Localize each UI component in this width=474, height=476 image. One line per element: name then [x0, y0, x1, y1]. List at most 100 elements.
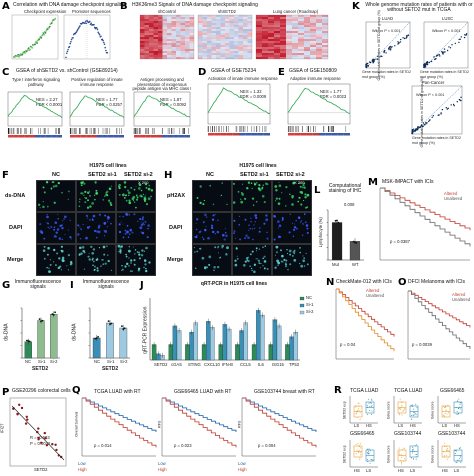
cell	[291, 203, 294, 206]
data-point	[369, 405, 371, 407]
data-point	[383, 51, 385, 53]
heatmap-cell	[262, 33, 268, 35]
heatmap-cell	[274, 27, 280, 29]
heatmap-cell	[171, 23, 176, 25]
heatmap-cell	[158, 23, 163, 25]
cell	[260, 263, 262, 265]
data-point	[398, 413, 400, 415]
cell	[62, 220, 64, 222]
cell	[138, 187, 141, 190]
heatmap-cell	[262, 23, 268, 25]
cell	[83, 182, 86, 185]
heatmap-cell	[310, 37, 316, 39]
heatmap-cell	[225, 33, 230, 35]
row-label: DAPI	[9, 225, 23, 231]
enrichment-line	[207, 87, 271, 115]
heatmap-cell	[280, 17, 286, 19]
bar	[226, 328, 232, 361]
heatmap-cell	[216, 43, 221, 45]
heatmap-cell	[256, 39, 262, 41]
cell	[91, 259, 94, 261]
data-point	[367, 461, 369, 463]
heatmap-cell	[149, 51, 154, 53]
heatmap-cell	[316, 23, 322, 25]
heatmap-cell	[274, 51, 280, 53]
gene-label: IL6	[258, 362, 264, 367]
heatmap-cell	[176, 21, 181, 23]
cell	[131, 270, 133, 272]
category-label: LS	[442, 423, 448, 428]
stat-text: Wilcox P < 0.001	[372, 29, 401, 33]
enrichment-line	[7, 95, 63, 118]
heatmap-cell	[144, 25, 149, 27]
heatmap-cell	[310, 55, 316, 57]
cell	[134, 249, 137, 251]
heatmap-cell	[286, 55, 292, 57]
cell	[128, 201, 132, 205]
replicate-point	[26, 339, 28, 342]
data-point	[13, 56, 16, 59]
heatmap-cell	[274, 57, 280, 59]
heatmap-cell	[286, 29, 292, 31]
heatmap-cell	[238, 27, 243, 29]
data-point	[390, 49, 392, 51]
heatmap-cell	[189, 55, 194, 57]
cell	[146, 236, 149, 239]
data-point	[390, 48, 392, 50]
heatmap-cell	[280, 57, 286, 59]
heatmap-cell	[304, 49, 310, 51]
replicate-point	[355, 242, 358, 244]
cell	[305, 206, 307, 209]
panel-title: Computational staining of IHC	[328, 183, 362, 195]
data-point	[405, 36, 408, 38]
heatmap-cell	[185, 37, 190, 39]
cell	[122, 193, 125, 197]
p-value: p = 0.023	[174, 443, 192, 448]
cell	[208, 263, 211, 266]
data-point	[453, 105, 455, 107]
heatmap-cell	[316, 15, 322, 17]
data-point	[399, 450, 401, 452]
data-point	[400, 38, 402, 41]
data-point	[358, 450, 360, 452]
cell	[58, 237, 62, 240]
heatmap-cell	[140, 33, 145, 35]
data-point	[454, 42, 456, 45]
cell	[86, 226, 90, 229]
heatmap-cell	[180, 17, 185, 19]
panel-title: Immunofluorescence signals	[14, 279, 62, 291]
heatmap-cell	[262, 45, 268, 47]
heatmap-cell	[171, 25, 176, 27]
data-point	[438, 53, 440, 56]
cell	[214, 233, 217, 235]
data-point	[38, 38, 41, 41]
sub-label: Promoter sequences	[72, 9, 111, 14]
heatmap-cell	[292, 51, 298, 53]
x-axis-label: Gene mutation rates in SETD2 mut group (…	[420, 70, 469, 79]
rank-bar	[226, 133, 233, 136]
heatmap-cell	[176, 33, 181, 35]
heatmap-cell	[167, 17, 172, 19]
panel-h: H H1975 cell lines NC SETD2 si-1 SETD2 s…	[160, 163, 312, 276]
cell	[104, 230, 108, 233]
category-label: LS	[398, 423, 404, 428]
cell	[199, 247, 201, 250]
heatmap-cell	[207, 27, 212, 29]
cell	[203, 228, 207, 232]
cell	[129, 228, 132, 232]
heatmap-cell	[316, 17, 322, 19]
data-point	[21, 53, 24, 56]
heatmap-cell	[171, 45, 176, 47]
panel-label: R	[334, 385, 342, 396]
heatmap-cell	[162, 25, 167, 27]
heatmap-cell	[216, 39, 221, 41]
data-point	[458, 398, 460, 400]
cell	[292, 181, 295, 185]
data-point	[371, 399, 373, 401]
cell	[233, 230, 236, 233]
heatmap-cell	[234, 41, 239, 43]
cell	[292, 250, 296, 254]
heatmap-cell	[316, 39, 322, 41]
heatmap-cell	[167, 25, 172, 27]
cell	[233, 219, 236, 222]
